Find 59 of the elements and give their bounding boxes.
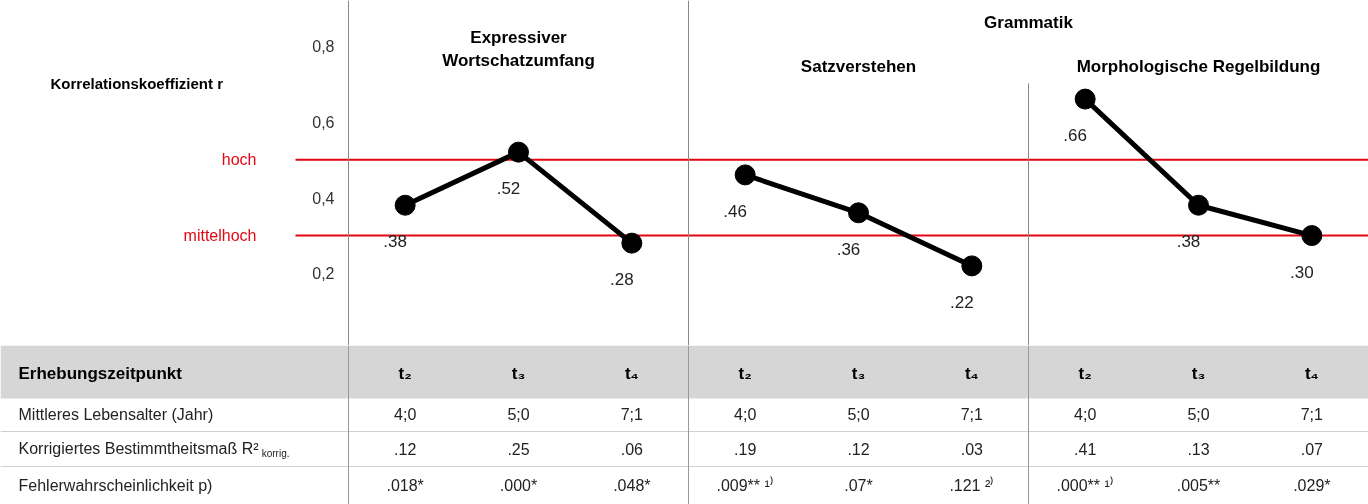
x-tick-label: t₃ [1191, 364, 1206, 383]
x-tick-label: t₄ [964, 364, 979, 383]
y-tick-label: 0,2 [312, 265, 335, 283]
ref-line-label: mittelhoch [183, 227, 257, 245]
data-label: .66 [1063, 126, 1087, 146]
text: 5;0 [847, 406, 870, 423]
text: Erhebungszeitpunkt [18, 364, 183, 383]
annotation: Morphologische Regelbildung [1076, 56, 1321, 76]
text: .07* [844, 477, 873, 494]
data-label: .38 [1176, 232, 1201, 252]
text: 5;0 [507, 406, 530, 423]
x-tick-label: t₂ [398, 364, 412, 383]
text: .19 [734, 440, 757, 458]
annotation: Grammatik [984, 13, 1074, 33]
x-tick-label: t₂ [738, 364, 752, 383]
text: Mittleres Lebensalter (Jahr) [18, 406, 214, 423]
text: 4;0 [1074, 406, 1097, 423]
text: .009** ¹⁾ [716, 476, 774, 494]
text: 4;0 [734, 406, 757, 423]
data-label: .28 [610, 270, 634, 290]
text: .41 [1074, 440, 1097, 458]
data-label: .38 [383, 232, 407, 252]
x-tick-label: t₃ [851, 364, 866, 383]
text: .03 [960, 440, 984, 458]
data-label: .30 [1290, 262, 1314, 282]
text: .018* [386, 477, 424, 494]
x-tick-label: t₂ [1078, 364, 1092, 383]
text: .121 ²⁾ [949, 476, 995, 494]
data-label: .22 [950, 292, 974, 312]
text: .13 [1187, 440, 1210, 458]
annotation: Satzverstehen [800, 56, 917, 76]
x-tick-label: t₄ [624, 364, 639, 383]
y-tick-label: 0,8 [312, 37, 335, 55]
text: .000* [499, 477, 538, 494]
text: .005** [1176, 477, 1221, 494]
y-tick-label: 0,4 [312, 189, 335, 207]
text: .000** ¹⁾ [1056, 476, 1114, 494]
text: 4;0 [394, 406, 417, 423]
text: .12 [847, 440, 870, 458]
text: .048* [613, 477, 651, 494]
text: 7;1 [620, 406, 644, 423]
text: 5;0 [1187, 406, 1210, 423]
text: 7;1 [1300, 406, 1324, 423]
text: .029* [1293, 477, 1331, 494]
data-label: .36 [836, 239, 861, 259]
text: 7;1 [960, 406, 984, 423]
text: .25 [507, 440, 530, 458]
data-label: .46 [723, 201, 747, 221]
annotation: Expressiver Wortschatzumfang [442, 27, 595, 70]
y-axis-title: Korrelationskoeffizient r [50, 74, 224, 92]
text: .06 [620, 440, 644, 458]
data-label: .52 [496, 179, 521, 199]
x-tick-label: t₄ [1304, 364, 1319, 383]
x-tick-label: t₃ [511, 364, 526, 383]
text: Fehlerwahrscheinlichkeit p) [18, 477, 213, 494]
ref-line-label: hoch [221, 151, 257, 169]
y-tick-label: 0,6 [312, 113, 335, 131]
text: .07 [1300, 440, 1324, 458]
text: .12 [394, 440, 417, 458]
